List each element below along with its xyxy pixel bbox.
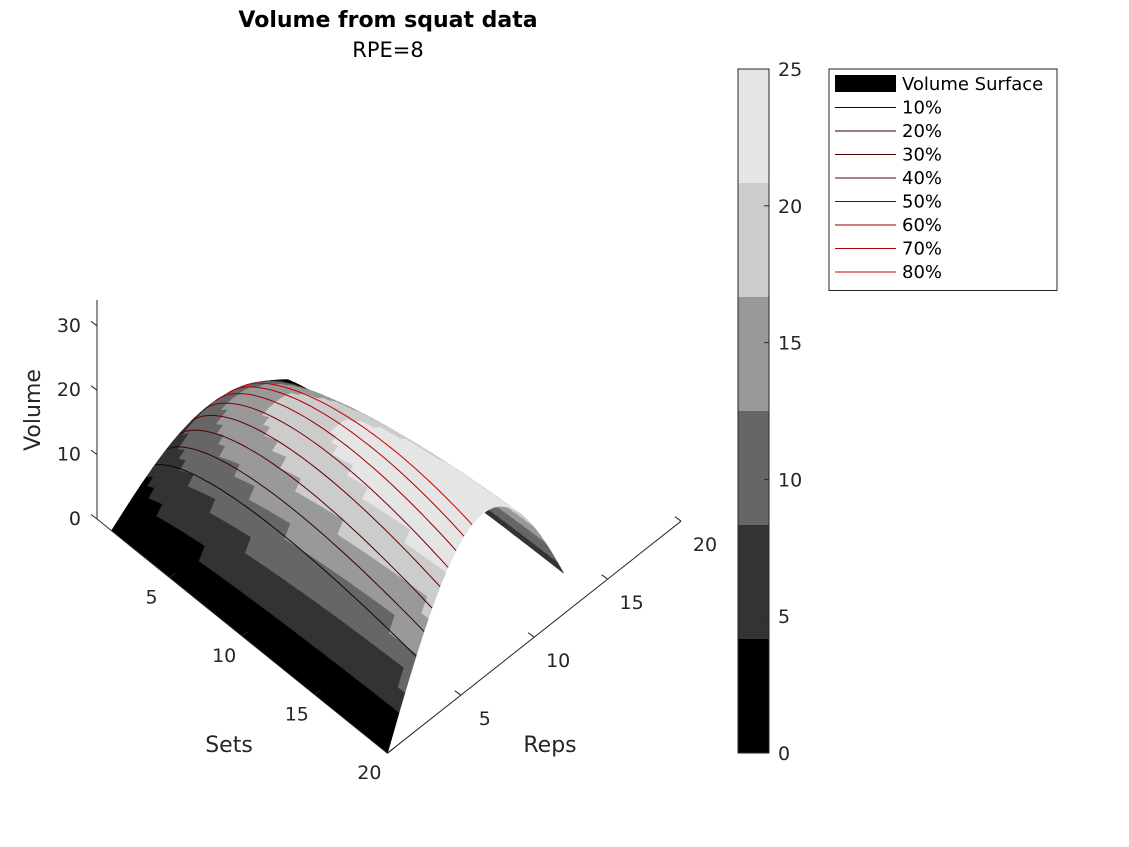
contour-line-20pct: [166, 446, 425, 632]
contour-line-80pct: [239, 382, 473, 526]
x-tick-mark: [314, 689, 322, 696]
legend-label: 40%: [902, 168, 942, 189]
colorbar-tick-label: 0: [778, 743, 790, 765]
volume-surface: [111, 379, 564, 754]
legend-swatch-surface: [835, 75, 896, 92]
z-tick-mark: [90, 320, 98, 327]
colorbar-tick-label: 15: [778, 333, 802, 355]
x-tick-label: 20: [357, 762, 381, 784]
y-axis-label: Reps: [523, 733, 576, 758]
z-tick-mark: [90, 385, 98, 391]
colorbar-tick-label: 20: [778, 196, 802, 218]
colorbar-tick-label: 10: [778, 469, 802, 491]
legend: Volume Surface 10%20% 30%40% 50%60% 70%80%: [828, 68, 1058, 291]
y-tick-label: 20: [693, 534, 717, 556]
z-tick-label: 20: [57, 379, 81, 401]
legend-label: Volume Surface: [902, 74, 1043, 95]
x-tick-mark: [387, 748, 394, 754]
x-axis-label: Sets: [205, 733, 253, 758]
chart-subtitle: RPE=8: [352, 38, 423, 62]
y-tick-mark: [454, 690, 462, 696]
contour-line-30pct: [178, 429, 433, 609]
colorbar-tick-label: 25: [778, 59, 802, 81]
y-tick-mark: [601, 574, 608, 580]
contour-line-60pct: [215, 393, 457, 551]
y-tick-mark: [674, 516, 682, 522]
z-tick-label: 0: [69, 508, 81, 530]
colorbar: 0 5 10 15 20 25: [737, 59, 802, 765]
colorbar-band: [738, 639, 769, 753]
axes: 5 10 15 20 5 10 15 20 0 10 20 30: [57, 300, 717, 784]
legend-label: 70%: [902, 239, 942, 260]
legend-label: 30%: [902, 145, 942, 166]
contour-line-40pct: [190, 414, 441, 588]
contour-line-50pct: [203, 402, 449, 568]
y-tick-label: 5: [479, 708, 491, 730]
y-tick-label: 15: [620, 592, 644, 614]
contour-lines: [154, 382, 473, 657]
colorbar-band: [738, 183, 769, 297]
colorbar-band: [738, 297, 769, 411]
colorbar-band: [738, 411, 769, 525]
y-tick-mark: [527, 632, 535, 638]
x-tick-label: 10: [212, 645, 236, 667]
legend-label: 20%: [902, 121, 942, 142]
legend-label: 10%: [902, 98, 942, 119]
colorbar-band: [738, 525, 769, 639]
z-axis-label: Volume: [21, 369, 46, 451]
legend-box: [828, 68, 1058, 291]
z-tick-label: 10: [57, 444, 81, 466]
surface-patch: [550, 557, 564, 574]
plot-area: 5 10 15 20 5 10 15 20 0 10 20 30: [57, 300, 717, 784]
legend-label: 60%: [902, 215, 942, 236]
z-tick-mark: [90, 514, 98, 520]
contour-line-10pct: [154, 464, 417, 657]
x-tick-label: 5: [146, 587, 158, 609]
z-tick-label: 30: [57, 315, 81, 337]
colorbar-tick-label: 5: [778, 606, 790, 628]
colorbar-frame: [737, 68, 770, 754]
legend-label: 80%: [902, 262, 942, 283]
chart-title: Volume from squat data: [238, 8, 537, 33]
colorbar-band: [738, 69, 769, 183]
x-tick-mark: [169, 572, 176, 578]
z-tick-mark: [90, 449, 98, 456]
contour-line-70pct: [227, 386, 465, 537]
x-tick-mark: [241, 631, 249, 637]
y-tick-label: 10: [546, 650, 570, 672]
x-tick-label: 15: [285, 704, 309, 726]
legend-label: 50%: [902, 192, 942, 213]
